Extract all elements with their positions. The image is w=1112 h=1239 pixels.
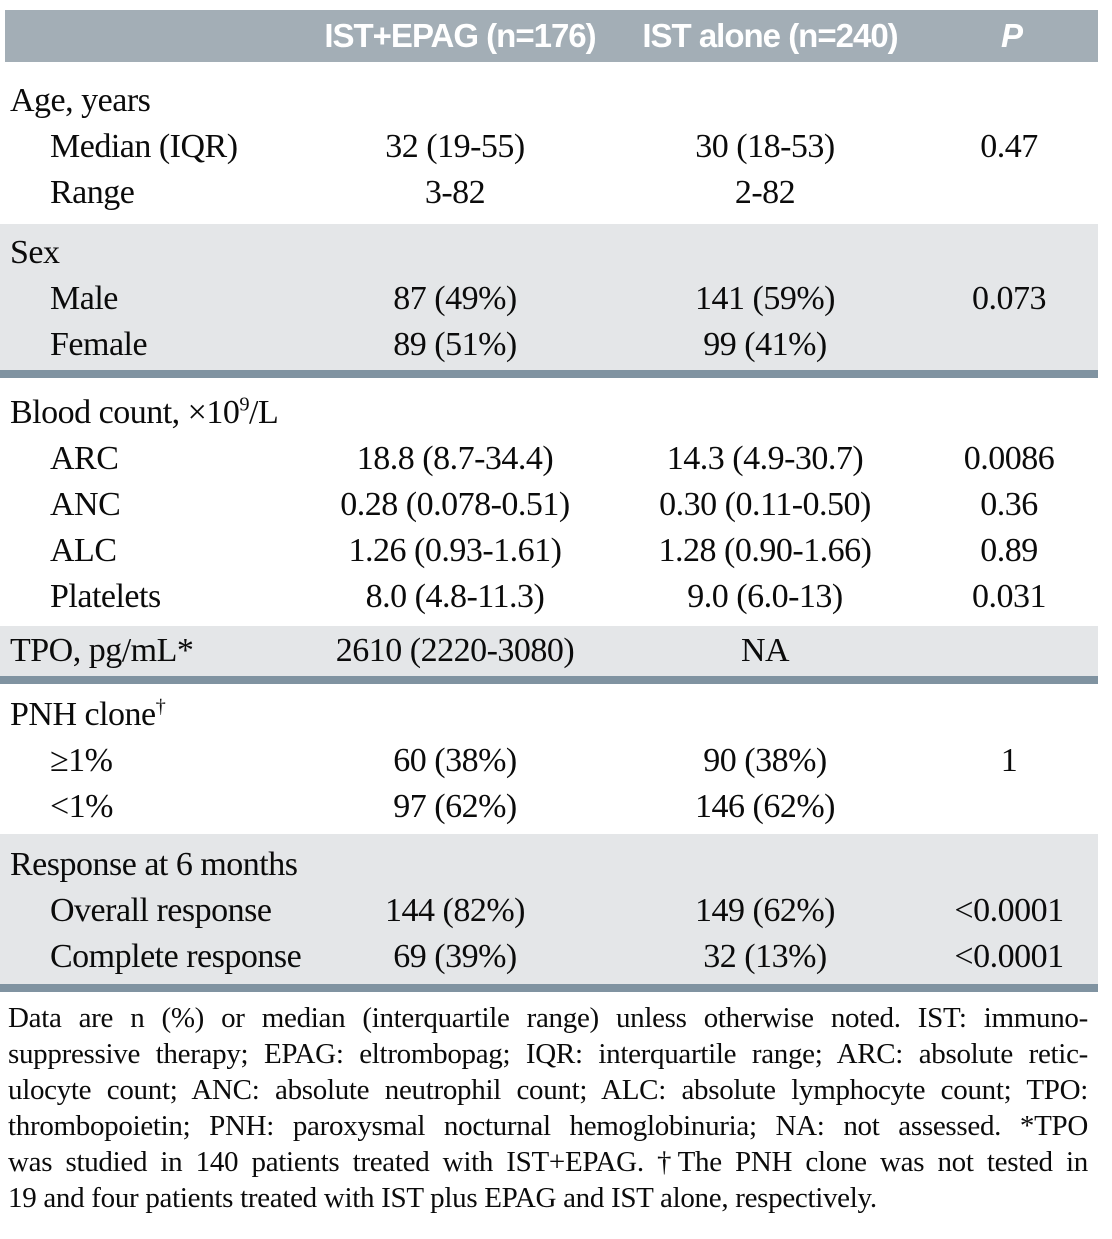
section-blood-count: Blood count, ×109/L ARC 18.8 (8.7-34.4) …: [0, 378, 1098, 626]
section-tpo: TPO, pg/mL* 2610 (2220-3080) NA: [0, 626, 1098, 684]
footnote-line: Data are n (%) or median (interquartile …: [8, 1002, 1088, 1034]
value-ist-epag: 87 (49%): [393, 280, 517, 317]
table-row: ANC 0.28 (0.078-0.51) 0.30 (0.11-0.50) 0…: [0, 482, 1098, 528]
value-ist-alone: NA: [740, 632, 790, 669]
table-row: ALC 1.26 (0.93-1.61) 1.28 (0.90-1.66) 0.…: [0, 528, 1098, 574]
value-ist-epag: 89 (51%): [393, 326, 517, 363]
row-label: TPO, pg/mL*: [10, 632, 194, 669]
section-title-row: Sex: [0, 230, 1098, 276]
section-title: Response at 6 months: [10, 846, 298, 883]
row-label: Platelets: [50, 578, 161, 615]
p-value: 0.47: [980, 128, 1038, 165]
table-row: Median (IQR) 32 (19-55) 30 (18-53) 0.47: [0, 124, 1098, 170]
section-pnh-clone: PNH clone† ≥1% 60 (38%) 90 (38%) 1 <1% 9…: [0, 684, 1098, 834]
value-ist-epag: 2610 (2220-3080): [335, 632, 575, 669]
table-header-row: IST+EPAG (n=176) IST alone (n=240) P: [5, 10, 1098, 62]
value-ist-alone: 1.28 (0.90-1.66): [658, 532, 872, 569]
table-row: Range 3-82 2-82: [0, 170, 1098, 216]
value-ist-alone: 9.0 (6.0-13): [687, 578, 843, 615]
table-row: ≥1% 60 (38%) 90 (38%) 1: [0, 738, 1098, 784]
value-ist-epag: 3-82: [424, 174, 486, 211]
section-age: Age, years Median (IQR) 32 (19-55) 30 (1…: [0, 62, 1098, 224]
table-row: Overall response 144 (82%) 149 (62%) <0.…: [0, 888, 1098, 934]
value-ist-alone: 14.3 (4.9-30.7): [666, 440, 864, 477]
footnote-line: 19 and four patients treated with IST pl…: [8, 1182, 877, 1214]
value-ist-epag: 69 (39%): [393, 938, 517, 975]
column-header-ist-epag: IST+EPAG (n=176): [324, 17, 596, 54]
section-title-row: Blood count, ×109/L: [0, 390, 1098, 436]
value-ist-epag: 18.8 (8.7-34.4): [356, 440, 554, 477]
value-ist-epag: 0.28 (0.078-0.51): [340, 486, 570, 523]
footnote-line: was studied in 140 patients treated with…: [8, 1146, 1088, 1178]
value-ist-alone: 0.30 (0.11-0.50): [659, 486, 871, 523]
section-title-row: Age, years: [0, 78, 1098, 124]
value-ist-epag: 97 (62%): [393, 788, 517, 825]
section-title-row: Response at 6 months: [0, 842, 1098, 888]
row-label: Complete response: [50, 938, 302, 975]
row-label: ≥1%: [50, 742, 113, 779]
p-value: 0.031: [972, 578, 1047, 615]
table-footnote: Data are n (%) or median (interquartile …: [0, 1000, 1096, 1216]
p-value: 0.073: [972, 280, 1047, 317]
column-header-p-value: P: [1000, 17, 1023, 54]
value-ist-alone: 141 (59%): [695, 280, 835, 317]
section-title: Sex: [10, 234, 60, 271]
section-title-row: PNH clone†: [0, 692, 1098, 738]
table-row: ARC 18.8 (8.7-34.4) 14.3 (4.9-30.7) 0.00…: [0, 436, 1098, 482]
p-value: 1: [1000, 742, 1018, 779]
value-ist-alone: 146 (62%): [695, 788, 835, 825]
row-label: Median (IQR): [50, 128, 238, 165]
section-title: Blood count, ×109/L: [10, 393, 279, 431]
table-row: TPO, pg/mL* 2610 (2220-3080) NA: [0, 628, 1098, 674]
section-title: PNH clone†: [10, 695, 166, 733]
table-row: <1% 97 (62%) 146 (62%): [0, 784, 1098, 830]
row-label: ANC: [50, 486, 121, 523]
value-ist-alone: 32 (13%): [703, 938, 827, 975]
section-title: Age, years: [10, 82, 151, 119]
value-ist-alone: 149 (62%): [695, 892, 835, 929]
section-sex: Sex Male 87 (49%) 141 (59%) 0.073 Female…: [0, 224, 1098, 378]
row-label: Female: [50, 326, 148, 363]
row-label: ALC: [50, 532, 117, 569]
table-row: Platelets 8.0 (4.8-11.3) 9.0 (6.0-13) 0.…: [0, 574, 1098, 620]
table-row: Complete response 69 (39%) 32 (13%) <0.0…: [0, 934, 1098, 980]
table-row: Male 87 (49%) 141 (59%) 0.073: [0, 276, 1098, 322]
value-ist-epag: 1.26 (0.93-1.61): [348, 532, 562, 569]
value-ist-epag: 32 (19-55): [385, 128, 525, 165]
section-response: Response at 6 months Overall response 14…: [0, 834, 1098, 992]
p-value: 0.36: [980, 486, 1038, 523]
row-label: Overall response: [50, 892, 272, 929]
p-value: 0.0086: [963, 440, 1055, 477]
row-label: Male: [50, 280, 118, 317]
baseline-characteristics-table: IST+EPAG (n=176) IST alone (n=240) P Age…: [0, 10, 1098, 1216]
row-label: ARC: [50, 440, 119, 477]
column-header-ist-alone: IST alone (n=240): [642, 17, 898, 54]
value-ist-alone: 99 (41%): [703, 326, 827, 363]
table-row: Female 89 (51%) 99 (41%): [0, 322, 1098, 368]
row-label: Range: [50, 174, 135, 211]
value-ist-epag: 60 (38%): [393, 742, 517, 779]
row-label: <1%: [50, 788, 114, 825]
footnote-line: thrombopoietin; PNH: paroxysmal nocturna…: [8, 1110, 1088, 1142]
p-value: <0.0001: [954, 892, 1064, 929]
footnote-line: suppressive therapy; EPAG: eltrombopag; …: [8, 1038, 1088, 1070]
p-value: 0.89: [980, 532, 1038, 569]
value-ist-epag: 144 (82%): [385, 892, 525, 929]
p-value: <0.0001: [954, 938, 1064, 975]
value-ist-alone: 90 (38%): [703, 742, 827, 779]
value-ist-alone: 30 (18-53): [695, 128, 835, 165]
value-ist-alone: 2-82: [734, 174, 796, 211]
value-ist-epag: 8.0 (4.8-11.3): [365, 578, 545, 615]
footnote-line: ulocyte count; ANC: absolute neutrophil …: [8, 1074, 1088, 1106]
